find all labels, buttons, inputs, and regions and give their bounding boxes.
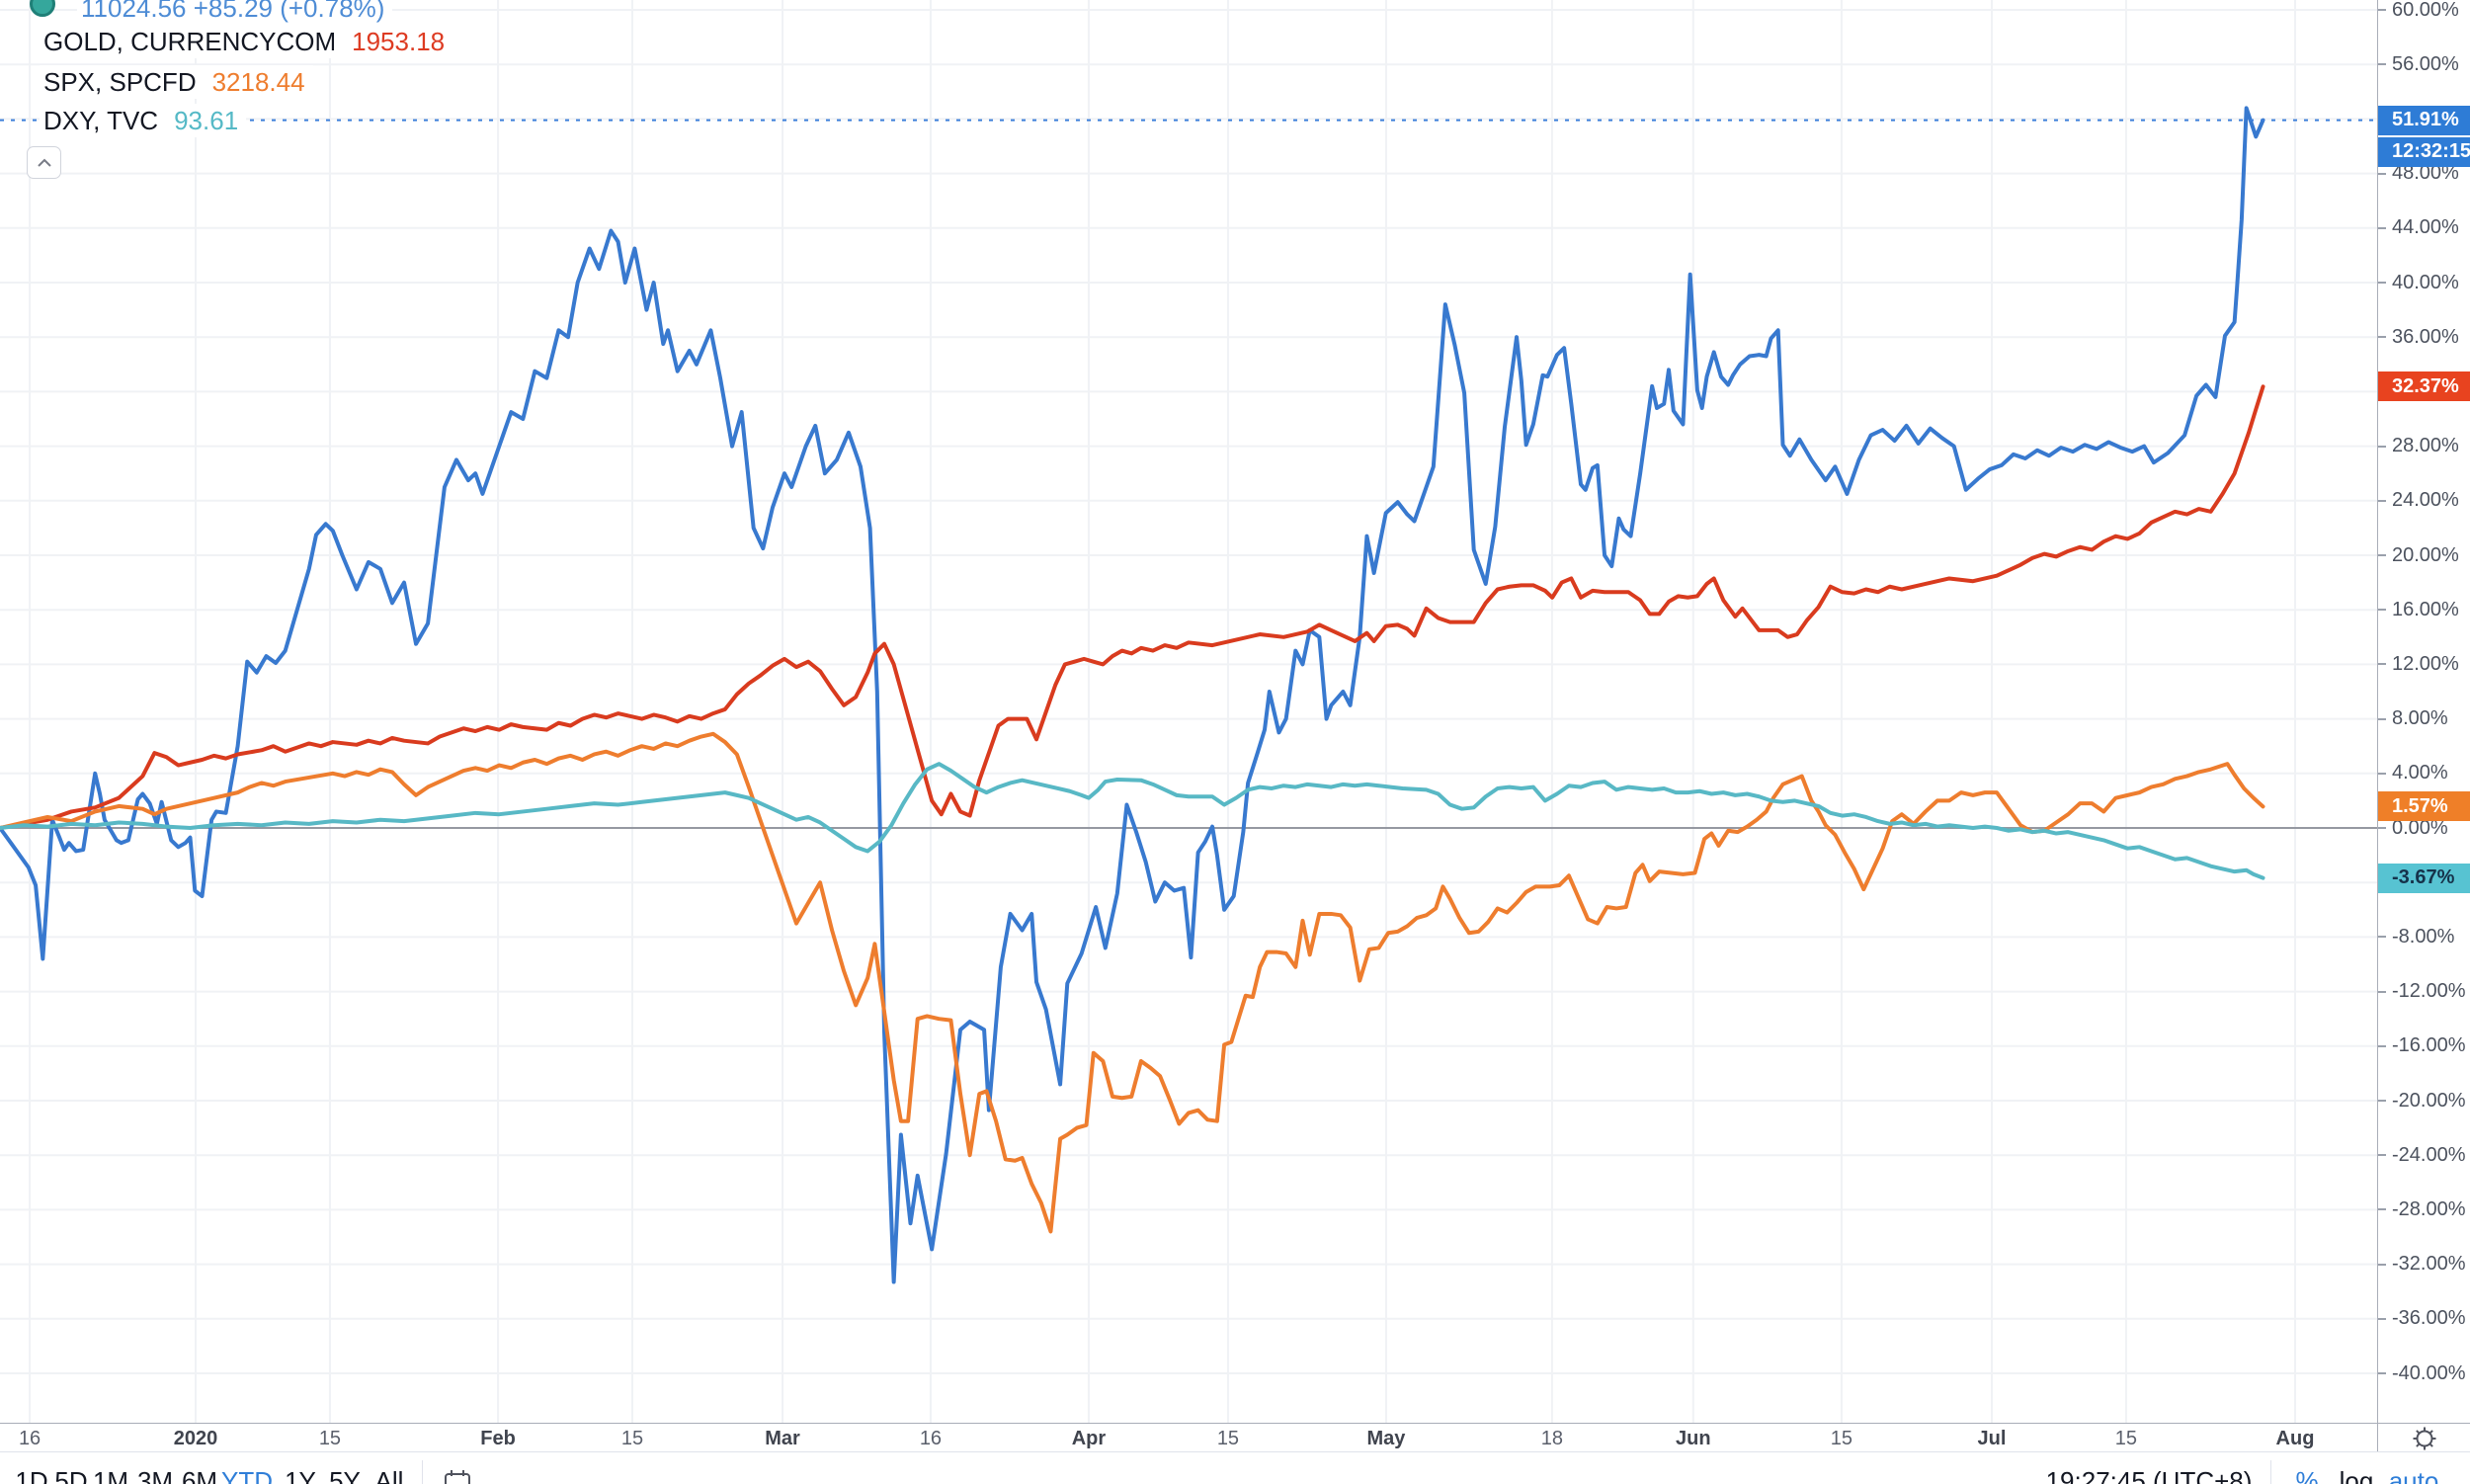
legend-row-main[interactable]: 11024.56 +85.29 (+0.78%): [77, 0, 393, 26]
price-tick-label: 20.00%: [2378, 543, 2470, 567]
price-tick-label: 56.00%: [2378, 52, 2470, 76]
price-tick-label: 28.00%: [2378, 435, 2470, 458]
series-line-2[interactable]: [0, 731, 2265, 1234]
price-tick-label: -12.00%: [2378, 980, 2470, 1004]
date-tick-label: Feb: [480, 1428, 516, 1449]
legend-row-spx[interactable]: SPX, SPCFD 3218.44: [40, 65, 313, 99]
price-tick-label: -20.00%: [2378, 1089, 2470, 1113]
price-tick-label: 4.00%: [2378, 762, 2470, 785]
calendar-icon[interactable]: [443, 1468, 472, 1484]
date-tick-label: 15: [318, 1428, 342, 1449]
series-line-3[interactable]: [0, 762, 2265, 880]
price-tick-label: 44.00%: [2378, 216, 2470, 240]
gold-symbol-label: GOLD, CURRENCYCOM: [43, 26, 337, 56]
price-tick-label: -40.00%: [2378, 1361, 2470, 1385]
price-label: 51.91%: [2378, 105, 2470, 135]
price-tick-label: 40.00%: [2378, 271, 2470, 294]
date-tick-label: Mar: [765, 1428, 800, 1449]
date-tick-label: 15: [1216, 1428, 1240, 1449]
range-button-ytd[interactable]: YTD: [221, 1466, 273, 1484]
gold-value: 1953.18: [352, 26, 446, 56]
range-button-6m[interactable]: 6M: [181, 1466, 218, 1484]
axis-corner: [2377, 1424, 2470, 1452]
price-tick-label: 36.00%: [2378, 325, 2470, 349]
price-tick-label: 48.00%: [2378, 162, 2470, 186]
date-tick-label: 16: [18, 1428, 41, 1449]
symbol-logo-icon: [30, 0, 55, 17]
range-button-5y[interactable]: 5Y: [329, 1466, 361, 1484]
range-button-5d[interactable]: 5D: [54, 1466, 88, 1484]
price-tick-label: 16.00%: [2378, 598, 2470, 621]
date-tick-label: Jun: [1676, 1428, 1711, 1449]
price-tick-label: -28.00%: [2378, 1197, 2470, 1221]
price-tick-label: -16.00%: [2378, 1034, 2470, 1058]
date-tick-label: Jul: [1977, 1428, 2007, 1449]
range-button-all[interactable]: All: [374, 1466, 404, 1484]
price-tick-label: -24.00%: [2378, 1143, 2470, 1167]
chevron-up-icon: [37, 158, 51, 167]
gear-icon[interactable]: [2411, 1425, 2438, 1452]
series-line-1[interactable]: [0, 384, 2265, 830]
price-label: 32.37%: [2378, 371, 2470, 402]
log-scale-button[interactable]: log: [2339, 1466, 2374, 1484]
range-button-1y[interactable]: 1Y: [285, 1466, 316, 1484]
price-tick-label: 8.00%: [2378, 707, 2470, 731]
price-label: 1.57%: [2378, 791, 2470, 822]
clock-label[interactable]: 19:27:45 (UTC+8): [2045, 1466, 2253, 1484]
percent-scale-button[interactable]: %: [2295, 1466, 2319, 1484]
price-label: 12:32:15: [2378, 136, 2470, 167]
chart-canvas[interactable]: [0, 0, 2377, 1423]
legend-row-dxy[interactable]: DXY, TVC 93.61: [40, 104, 247, 137]
price-tick-label: 0.00%: [2378, 816, 2470, 840]
range-button-1d[interactable]: 1D: [15, 1466, 48, 1484]
range-button-1m[interactable]: 1M: [92, 1466, 129, 1484]
date-tick-label: 2020: [173, 1428, 218, 1449]
date-tick-label: 15: [620, 1428, 644, 1449]
range-button-3m[interactable]: 3M: [136, 1466, 174, 1484]
date-tick-label: 18: [1540, 1428, 1563, 1449]
date-tick-label: 16: [919, 1428, 943, 1449]
series-line-0[interactable]: [0, 106, 2265, 1284]
dxy-symbol-label: DXY, TVC: [43, 105, 159, 135]
price-tick-label: -36.00%: [2378, 1307, 2470, 1331]
main-value: 11024.56 +85.29 (+0.78%): [81, 0, 385, 23]
dxy-value: 93.61: [174, 105, 239, 135]
auto-scale-button[interactable]: auto: [2388, 1466, 2439, 1484]
date-tick-label: Apr: [1071, 1428, 1107, 1449]
price-tick-label: 60.00%: [2378, 0, 2470, 22]
price-tick-label: -32.00%: [2378, 1253, 2470, 1277]
date-tick-label: Aug: [2275, 1428, 2315, 1449]
date-tick-label: May: [1366, 1428, 1406, 1449]
spx-value: 3218.44: [211, 66, 305, 97]
price-tick-label: 12.00%: [2378, 652, 2470, 676]
legend-row-gold[interactable]: GOLD, CURRENCYCOM 1953.18: [40, 25, 453, 58]
price-tick-label: 24.00%: [2378, 489, 2470, 513]
price-tick-label: -8.00%: [2378, 925, 2470, 948]
date-tick-label: 15: [1830, 1428, 1853, 1449]
toolbar-separator: [2270, 1460, 2271, 1484]
bottom-toolbar: 1D 5D 1M 3M 6M YTD 1Y 5Y All 19:27:45 (UTC+8) % …: [0, 1451, 2470, 1484]
legend-collapse-button[interactable]: [27, 146, 61, 179]
toolbar-separator: [422, 1460, 423, 1484]
date-tick-label: 15: [2114, 1428, 2138, 1449]
price-label: -3.67%: [2378, 863, 2470, 893]
spx-symbol-label: SPX, SPCFD: [43, 66, 197, 97]
price-axis[interactable]: 60.00%56.00%52.00%48.00%44.00%40.00%36.0…: [2377, 0, 2470, 1423]
time-axis[interactable]: 16 2020 15 Feb 15 Mar 16 Apr 15 May 18 Jun 15 Jul 15 Au…: [0, 1423, 2470, 1452]
